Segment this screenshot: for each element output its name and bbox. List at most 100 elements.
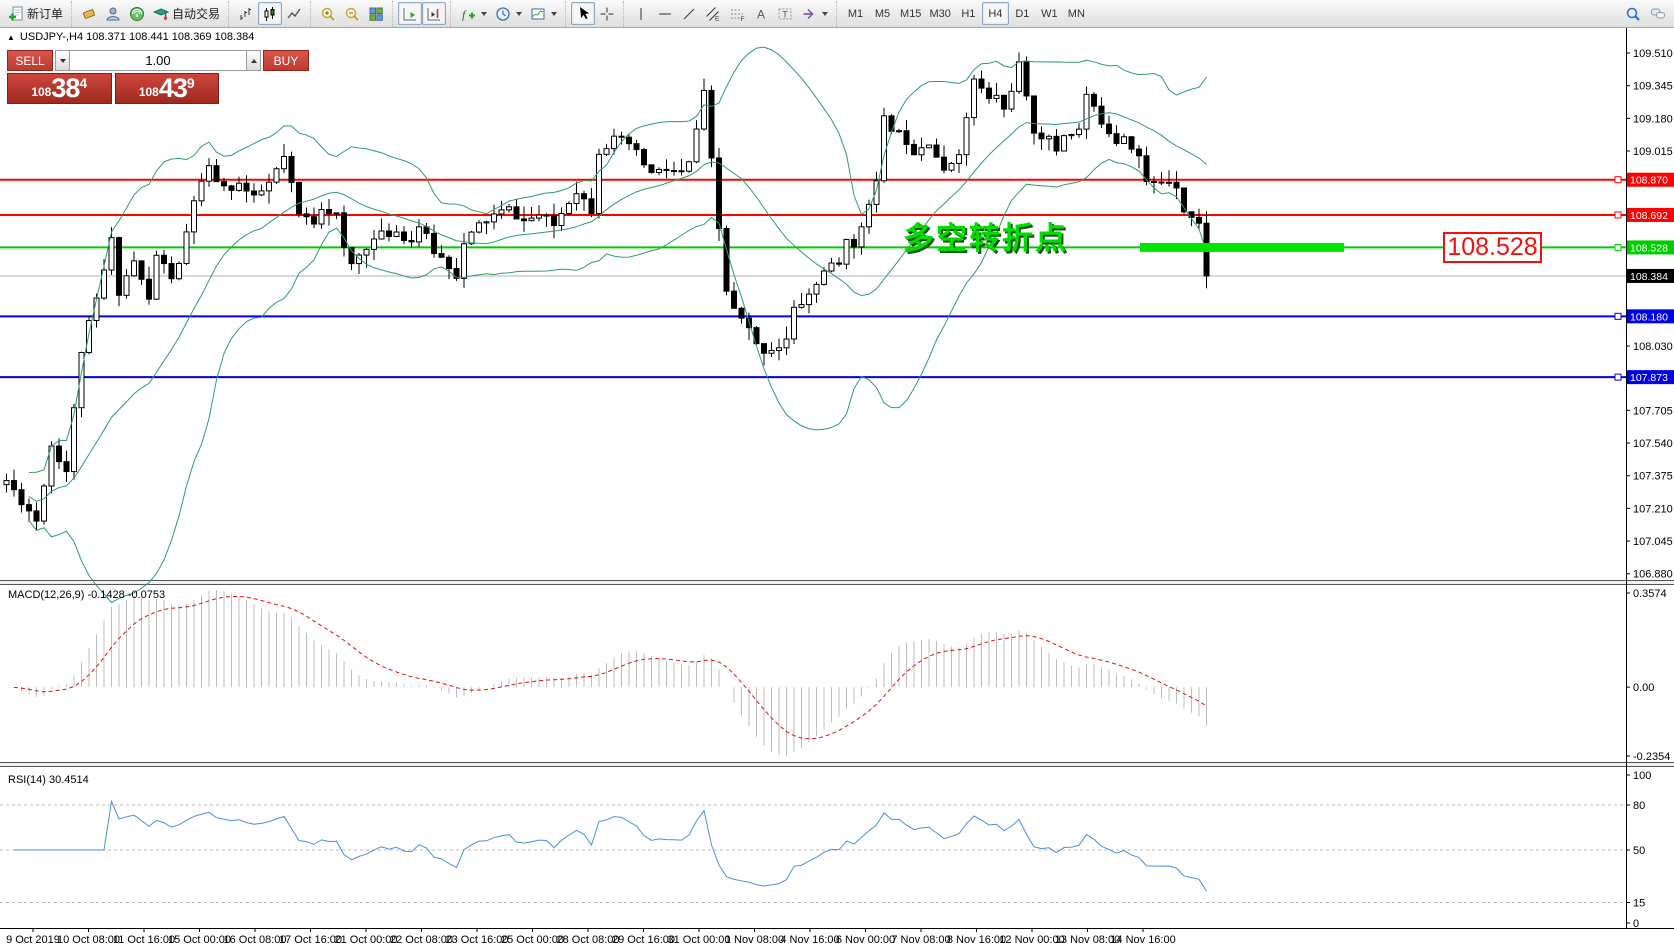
arrow-down-icon xyxy=(59,58,66,63)
timeframe-button-M30[interactable]: M30 xyxy=(925,2,954,25)
price-label-box[interactable]: 108.528 xyxy=(1443,232,1542,263)
arrows-tool-button[interactable] xyxy=(797,2,832,25)
tile-windows-button[interactable] xyxy=(364,2,388,25)
timeframe-button-M15[interactable]: M15 xyxy=(896,2,925,25)
time-axis-label: 14 Nov 16:00 xyxy=(1110,934,1175,946)
timeframe-button-M1[interactable]: M1 xyxy=(842,2,869,25)
crosshair-button[interactable] xyxy=(595,2,619,25)
timeframe-button-MN[interactable]: MN xyxy=(1063,2,1090,25)
timeframe-button-H1[interactable]: H1 xyxy=(955,2,982,25)
symbol-info[interactable]: ▲ USDJPY-,H4 108.371 108.441 108.369 108… xyxy=(7,31,254,43)
arrow-up-icon xyxy=(250,58,257,63)
volume-increase-button[interactable] xyxy=(246,50,261,71)
chart-window[interactable]: 108.870 108.692 108.528 108.180 107.873 108.3… xyxy=(0,28,1674,948)
horizontal-line-button[interactable] xyxy=(653,2,677,25)
fibonacci-button[interactable]: F xyxy=(725,2,749,25)
svg-text:A: A xyxy=(757,7,765,21)
price-axis-tick: 107.540 xyxy=(1633,438,1673,450)
chat-button[interactable] xyxy=(1646,2,1670,25)
zoom-in-icon xyxy=(321,7,335,21)
zoom-in-button[interactable] xyxy=(316,2,340,25)
time-axis-label: 29 Oct 16:00 xyxy=(612,934,675,946)
volume-input[interactable] xyxy=(70,50,246,71)
price-axis-badge xyxy=(1627,172,1674,187)
main-toolbar: 新订单 自动交易 f E F A T xyxy=(0,0,1674,28)
bar-chart-icon xyxy=(240,7,252,20)
fibonacci-icon: F xyxy=(731,9,745,22)
chart-shift-button[interactable] xyxy=(422,2,447,25)
line-chart-button[interactable] xyxy=(282,2,306,25)
timeframe-button-W1[interactable]: W1 xyxy=(1036,2,1063,25)
trendline-button[interactable] xyxy=(677,2,701,25)
autotrading-icon xyxy=(153,7,170,20)
cursor-button[interactable] xyxy=(571,2,596,25)
time-axis-label: 15 Oct 00:00 xyxy=(168,934,231,946)
line-chart-icon xyxy=(287,8,301,18)
horizontal-line-icon xyxy=(659,13,672,14)
equidistant-channel-icon: E xyxy=(706,6,720,22)
macd-label: MACD(12,26,9) -0.1428 -0.0753 xyxy=(8,589,165,601)
price-axis-badge xyxy=(1627,268,1674,283)
styler-button[interactable] xyxy=(77,2,101,25)
periods-button[interactable] xyxy=(491,2,526,25)
buy-price-prefix: 108 xyxy=(138,85,159,99)
time-axis-label: 22 Oct 08:00 xyxy=(390,934,453,946)
timeframe-button-M5[interactable]: M5 xyxy=(869,2,896,25)
sell-price-display[interactable]: 108 38 4 xyxy=(7,73,112,104)
macd-axis-tick: 0.3574 xyxy=(1633,588,1667,600)
level-end-marker xyxy=(1614,373,1622,381)
rsi-axis-tick: 80 xyxy=(1633,800,1645,812)
price-axis-tick: 109.180 xyxy=(1633,113,1673,125)
macd-histogram xyxy=(13,590,1207,756)
community-button[interactable] xyxy=(101,2,125,25)
price-axis-tick: 107.210 xyxy=(1633,503,1673,515)
template-icon xyxy=(531,8,545,19)
time-axis-label: 8 Nov 16:00 xyxy=(947,934,1006,946)
time-axis-label: 21 Oct 00:00 xyxy=(335,934,398,946)
buy-price-display[interactable]: 108 43 9 xyxy=(114,73,219,104)
chart-shift-icon xyxy=(427,7,441,20)
text-label-button[interactable]: T xyxy=(773,2,797,25)
level-end-marker xyxy=(1614,211,1622,219)
vertical-line-button[interactable] xyxy=(629,2,653,25)
timeframe-button-D1[interactable]: D1 xyxy=(1009,2,1036,25)
new-order-icon xyxy=(9,6,23,20)
channel-button[interactable]: E xyxy=(701,2,725,25)
indicators-button[interactable]: f xyxy=(456,2,491,25)
bar-chart-button[interactable] xyxy=(234,2,258,25)
collapse-triangle-icon[interactable]: ▲ xyxy=(7,32,15,42)
volume-decrease-button[interactable] xyxy=(55,50,70,71)
price-axis-tick: 109.345 xyxy=(1633,81,1673,93)
new-order-button[interactable]: 新订单 xyxy=(4,2,67,25)
time-axis-label: 1 Nov 08:00 xyxy=(725,934,784,946)
cursor-arrow-icon xyxy=(580,6,590,19)
chart-canvas[interactable]: 108.870 108.692 108.528 108.180 107.873 108.3… xyxy=(0,28,1674,948)
sell-button[interactable]: SELL xyxy=(7,50,53,71)
auto-scroll-button[interactable] xyxy=(398,2,423,25)
level-end-marker xyxy=(1614,312,1622,320)
caret-down-icon xyxy=(551,11,558,16)
svg-text:T: T xyxy=(782,9,788,19)
price-axis-tick: 107.045 xyxy=(1633,536,1673,548)
zoom-out-button[interactable] xyxy=(340,2,364,25)
candlestick-chart-button[interactable] xyxy=(258,2,283,25)
search-icon xyxy=(1626,7,1640,21)
bollinger-lower-band xyxy=(28,158,1207,604)
time-axis-label: 28 Oct 08:00 xyxy=(557,934,620,946)
signals-button[interactable] xyxy=(125,2,149,25)
search-button[interactable] xyxy=(1621,2,1645,25)
timeframe-button-H4[interactable]: H4 xyxy=(981,2,1009,25)
indicators-icon: f xyxy=(462,7,476,21)
chart-annotation-text[interactable]: 多空转折点 xyxy=(903,221,1068,256)
vertical-line-icon xyxy=(640,7,642,20)
sell-price-main: 38 xyxy=(51,73,80,103)
auto-scroll-icon xyxy=(403,7,417,20)
price-axis-badge xyxy=(1627,309,1674,324)
text-tool-button[interactable]: A xyxy=(749,2,773,25)
buy-button[interactable]: BUY xyxy=(263,50,309,71)
crosshair-icon xyxy=(600,7,614,20)
highlight-band xyxy=(1140,242,1344,252)
autotrading-button[interactable]: 自动交易 xyxy=(149,2,224,25)
templates-button[interactable] xyxy=(526,2,561,25)
time-axis-label: 17 Oct 16:00 xyxy=(279,934,342,946)
